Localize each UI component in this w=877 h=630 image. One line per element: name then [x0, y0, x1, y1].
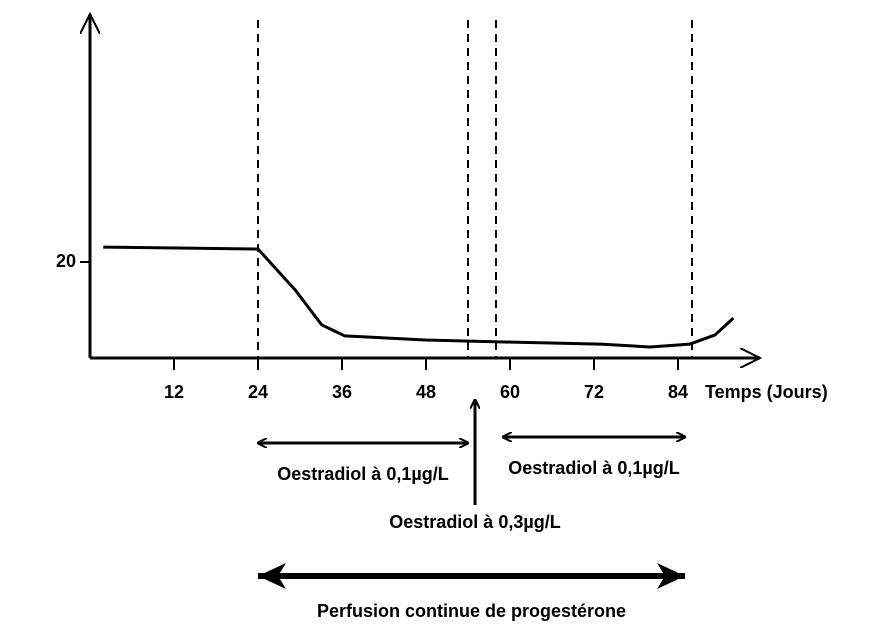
- x-tick-label: 60: [500, 382, 520, 402]
- period-label: Oestradiol à 0,1µg/L: [277, 464, 448, 484]
- perfusion-label: Perfusion continue de progestérone: [317, 601, 626, 621]
- x-tick-label: 12: [164, 382, 184, 402]
- x-tick-label: 48: [416, 382, 436, 402]
- x-tick-label: 72: [584, 382, 604, 402]
- x-tick-label: 24: [248, 382, 268, 402]
- data-line: [103, 245, 735, 349]
- x-tick-label: 36: [332, 382, 352, 402]
- period-label: Oestradiol à 0,1µg/L: [508, 458, 679, 478]
- injection-label: Oestradiol à 0,3µg/L: [389, 512, 560, 532]
- y-tick-label: 20: [56, 251, 76, 271]
- x-axis-label: Temps (Jours): [705, 382, 828, 402]
- x-tick-label: 84: [668, 382, 688, 402]
